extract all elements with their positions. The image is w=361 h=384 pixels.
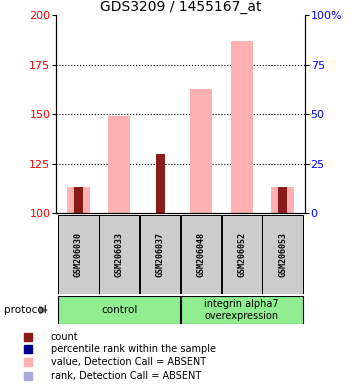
Text: GSM206048: GSM206048 (196, 232, 205, 277)
Text: GSM206033: GSM206033 (115, 232, 124, 277)
Bar (262, 215, 303, 294)
Bar (222, 215, 262, 294)
Title: GDS3209 / 1455167_at: GDS3209 / 1455167_at (100, 0, 261, 14)
Text: GSM206053: GSM206053 (278, 232, 287, 277)
Text: rank, Detection Call = ABSENT: rank, Detection Call = ABSENT (51, 371, 201, 381)
Bar (278, 187, 287, 213)
Bar (58, 215, 99, 294)
Bar (74, 187, 83, 213)
Bar (99, 215, 139, 294)
Bar (231, 41, 253, 213)
Bar (181, 215, 221, 294)
Text: percentile rank within the sample: percentile rank within the sample (51, 344, 216, 354)
Bar (156, 154, 165, 213)
Bar (181, 296, 303, 324)
Text: protocol: protocol (4, 305, 46, 315)
Text: value, Detection Call = ABSENT: value, Detection Call = ABSENT (51, 357, 206, 367)
Text: control: control (101, 305, 138, 315)
Bar (108, 116, 130, 213)
Bar (67, 187, 90, 213)
Text: count: count (51, 332, 78, 342)
Bar (190, 89, 212, 213)
Text: GSM206052: GSM206052 (237, 232, 246, 277)
Bar (271, 187, 294, 213)
Bar (140, 215, 180, 294)
Text: GSM206037: GSM206037 (156, 232, 165, 277)
Text: integrin alpha7
overexpression: integrin alpha7 overexpression (204, 299, 279, 321)
Bar (58, 296, 180, 324)
Text: GSM206030: GSM206030 (74, 232, 83, 277)
